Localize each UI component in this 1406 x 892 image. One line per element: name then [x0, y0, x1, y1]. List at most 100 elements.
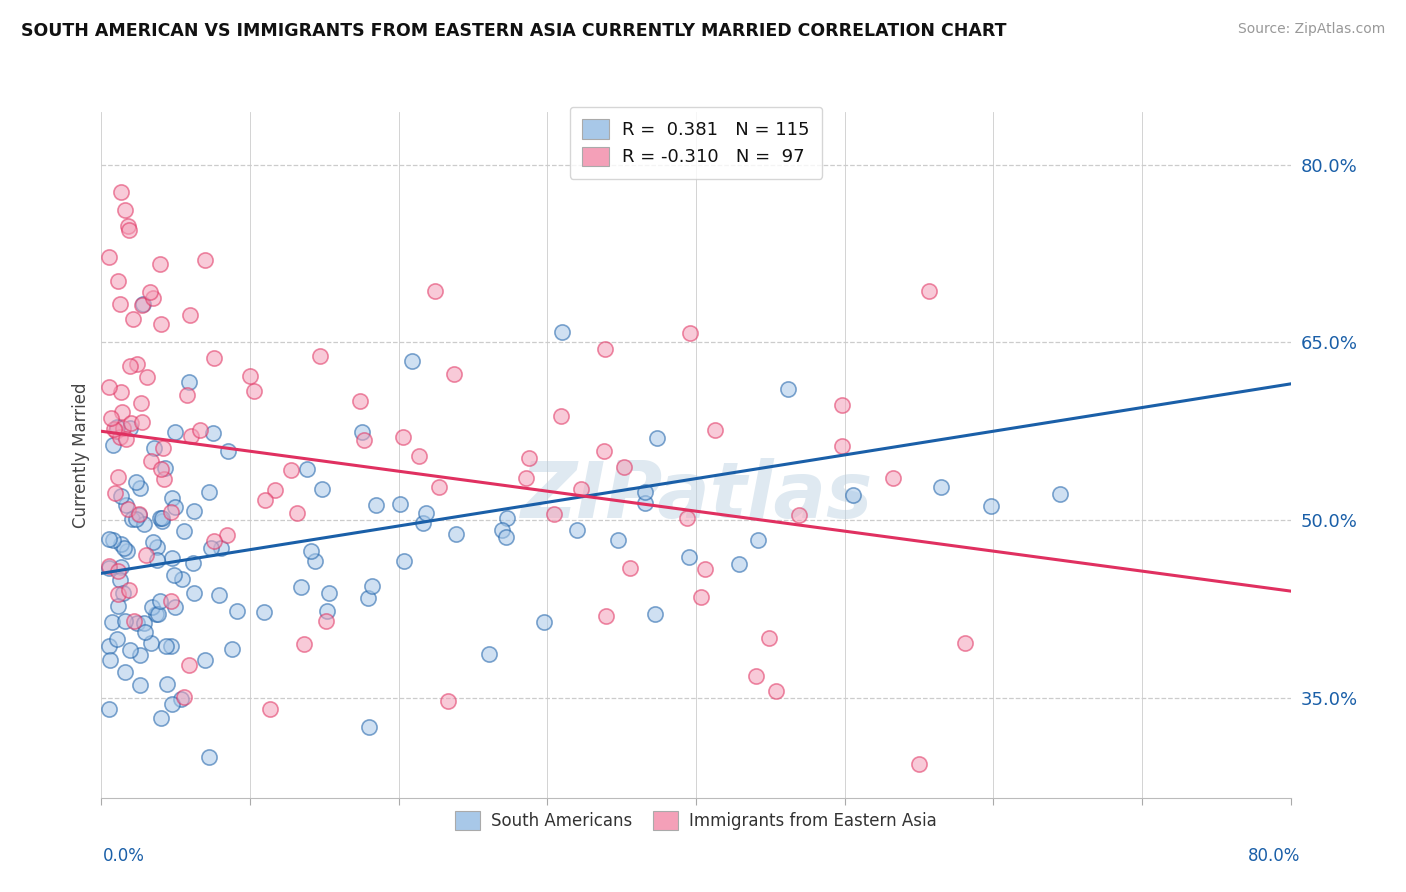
Point	[208, 588, 231, 602]
Point	[427, 479, 450, 493]
Point	[198, 485, 221, 500]
Point	[388, 497, 411, 511]
Point	[644, 607, 666, 622]
Point	[124, 615, 146, 629]
Point	[200, 541, 222, 556]
Point	[359, 720, 381, 734]
Point	[149, 257, 172, 271]
Point	[980, 500, 1002, 514]
Point	[304, 553, 326, 567]
Point	[198, 750, 221, 764]
Point	[170, 572, 193, 586]
Point	[101, 615, 124, 629]
Point	[114, 432, 136, 446]
Point	[254, 493, 277, 508]
Point	[1049, 487, 1071, 501]
Point	[149, 511, 172, 525]
Point	[569, 482, 592, 496]
Point	[114, 665, 136, 679]
Point	[149, 594, 172, 608]
Point	[104, 485, 127, 500]
Text: SOUTH AMERICAN VS IMMIGRANTS FROM EASTERN ASIA CURRENTLY MARRIED CORRELATION CHA: SOUTH AMERICAN VS IMMIGRANTS FROM EASTER…	[21, 22, 1007, 40]
Y-axis label: Currently Married: Currently Married	[72, 382, 90, 528]
Point	[103, 421, 125, 435]
Point	[533, 615, 555, 629]
Point	[110, 297, 132, 311]
Point	[97, 559, 120, 574]
Point	[121, 512, 143, 526]
Point	[141, 535, 163, 549]
Point	[134, 624, 156, 639]
Point	[252, 605, 274, 619]
Point	[131, 298, 153, 312]
Point	[318, 585, 340, 599]
Point	[693, 562, 716, 576]
Point	[259, 702, 281, 716]
Point	[543, 507, 565, 521]
Point	[160, 594, 183, 608]
Point	[515, 471, 537, 485]
Point	[612, 460, 634, 475]
Point	[316, 604, 339, 618]
Point	[162, 491, 184, 505]
Point	[183, 586, 205, 600]
Point	[425, 284, 447, 298]
Point	[108, 430, 131, 444]
Point	[194, 653, 217, 667]
Point	[121, 312, 143, 326]
Point	[953, 636, 976, 650]
Point	[831, 398, 853, 412]
Point	[758, 631, 780, 645]
Point	[110, 385, 132, 400]
Point	[931, 480, 953, 494]
Point	[111, 421, 134, 435]
Point	[115, 544, 138, 558]
Point	[129, 396, 152, 410]
Point	[112, 586, 135, 600]
Point	[152, 511, 174, 525]
Point	[202, 534, 225, 549]
Point	[550, 409, 572, 423]
Point	[163, 500, 186, 515]
Point	[141, 599, 163, 614]
Point	[495, 530, 517, 544]
Point	[364, 498, 387, 512]
Point	[118, 223, 141, 237]
Point	[842, 488, 865, 502]
Point	[120, 421, 142, 435]
Point	[124, 475, 146, 489]
Point	[349, 394, 371, 409]
Point	[142, 291, 165, 305]
Point	[97, 379, 120, 393]
Point	[408, 449, 430, 463]
Point	[645, 432, 668, 446]
Point	[110, 489, 132, 503]
Point	[392, 554, 415, 568]
Point	[225, 604, 247, 618]
Point	[163, 425, 186, 439]
Point	[97, 532, 120, 546]
Point	[110, 537, 132, 551]
Point	[117, 219, 139, 234]
Point	[101, 438, 124, 452]
Point	[179, 657, 201, 672]
Point	[243, 384, 266, 398]
Point	[908, 756, 931, 771]
Point	[309, 349, 332, 363]
Point	[120, 416, 142, 430]
Point	[209, 541, 232, 555]
Point	[551, 326, 574, 340]
Point	[295, 462, 318, 476]
Point	[114, 202, 136, 217]
Point	[188, 424, 211, 438]
Point	[146, 553, 169, 567]
Point	[290, 580, 312, 594]
Point	[160, 505, 183, 519]
Point	[110, 560, 132, 574]
Point	[111, 404, 134, 418]
Point	[105, 632, 128, 646]
Point	[110, 573, 132, 587]
Point	[139, 285, 162, 299]
Point	[97, 639, 120, 653]
Point	[179, 308, 201, 322]
